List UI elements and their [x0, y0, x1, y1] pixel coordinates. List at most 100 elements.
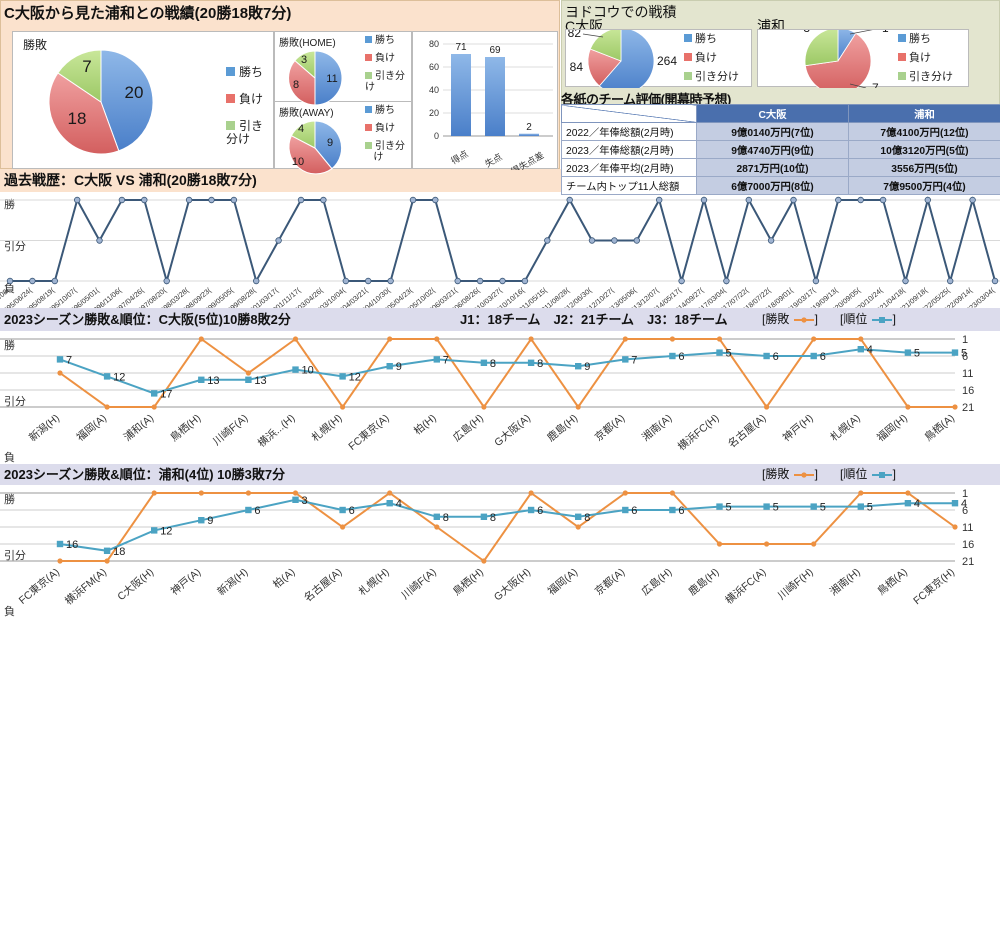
svg-text:5: 5 [914, 348, 920, 360]
svg-text:9: 9 [584, 361, 590, 373]
svg-text:6: 6 [631, 505, 637, 517]
svg-text:12: 12 [349, 371, 361, 383]
svg-text:6: 6 [349, 505, 355, 517]
svg-text:9: 9 [396, 361, 402, 373]
svg-text:横浜FC(H): 横浜FC(H) [675, 411, 721, 453]
svg-text:鳥栖(H): 鳥栖(H) [450, 565, 486, 598]
svg-text:21: 21 [962, 402, 974, 414]
svg-text:広島(H): 広島(H) [450, 411, 486, 444]
svg-text:FC東京(A): FC東京(A) [346, 411, 392, 452]
svg-text:17: 17 [160, 388, 172, 400]
svg-text:4: 4 [914, 498, 920, 510]
svg-text:1: 1 [962, 334, 968, 346]
svg-text:鳥栖(H): 鳥栖(H) [168, 411, 204, 444]
svg-text:G大阪(H): G大阪(H) [491, 565, 533, 603]
svg-text:8: 8 [537, 358, 543, 370]
svg-text:2: 2 [526, 122, 532, 133]
svg-text:5: 5 [726, 502, 732, 514]
svg-text:7: 7 [872, 81, 879, 88]
svg-text:16: 16 [962, 385, 974, 397]
svg-text:京都(A): 京都(A) [592, 411, 627, 443]
svg-text:札幌(H): 札幌(H) [356, 565, 392, 598]
svg-text:湘南(A): 湘南(A) [639, 411, 674, 443]
svg-text:8: 8 [293, 79, 299, 91]
svg-text:鳥栖(A): 鳥栖(A) [875, 565, 910, 597]
svg-text:8: 8 [490, 512, 496, 524]
svg-text:広島(H): 広島(H) [639, 565, 675, 598]
svg-text:得失点差: 得失点差 [509, 149, 546, 170]
svg-text:5: 5 [867, 502, 873, 514]
svg-text:10: 10 [302, 365, 314, 377]
svg-text:横浜FM(A): 横浜FM(A) [62, 565, 109, 607]
svg-text:8: 8 [584, 512, 590, 524]
svg-text:名古屋(A): 名古屋(A) [725, 411, 768, 450]
svg-text:G大阪(A): G大阪(A) [492, 411, 533, 449]
svg-text:福岡(H): 福岡(H) [874, 411, 910, 444]
svg-text:C大阪(H): C大阪(H) [115, 565, 156, 603]
svg-text:3: 3 [803, 30, 810, 35]
svg-text:川崎F(A): 川崎F(A) [210, 411, 250, 448]
svg-text:6: 6 [678, 351, 684, 363]
svg-text:浦和(A): 浦和(A) [121, 411, 156, 443]
svg-text:13: 13 [207, 375, 219, 387]
svg-text:横浜FC(A): 横浜FC(A) [723, 565, 769, 606]
svg-text:10: 10 [292, 156, 304, 168]
svg-text:神戸(A): 神戸(A) [168, 565, 203, 597]
svg-text:7: 7 [631, 354, 637, 366]
svg-text:福岡(A): 福岡(A) [545, 565, 580, 597]
svg-text:69: 69 [489, 45, 501, 56]
svg-text:60: 60 [429, 62, 439, 72]
svg-text:名古屋(A): 名古屋(A) [301, 565, 344, 604]
svg-text:40: 40 [429, 85, 439, 95]
svg-text:16: 16 [962, 539, 974, 551]
svg-text:川崎F(A): 川崎F(A) [399, 565, 439, 602]
svg-text:新潟(H): 新潟(H) [26, 411, 62, 444]
svg-text:3: 3 [301, 54, 307, 66]
svg-text:柏(A): 柏(A) [270, 565, 297, 591]
svg-text:84: 84 [570, 60, 584, 74]
svg-text:12: 12 [160, 525, 172, 537]
svg-text:82: 82 [568, 30, 582, 40]
svg-text:11: 11 [962, 368, 973, 380]
svg-text:柏(H): 柏(H) [411, 411, 439, 437]
svg-text:71: 71 [455, 42, 467, 53]
svg-text:6: 6 [537, 505, 543, 517]
svg-text:鳥栖(A): 鳥栖(A) [922, 411, 957, 443]
svg-text:7: 7 [66, 354, 72, 366]
svg-text:横浜...(H): 横浜...(H) [255, 411, 297, 449]
svg-text:7: 7 [82, 57, 91, 76]
svg-text:4: 4 [867, 344, 873, 356]
svg-text:8: 8 [443, 512, 449, 524]
svg-text:4: 4 [396, 498, 402, 510]
svg-text:京都(A): 京都(A) [592, 565, 627, 597]
svg-text:12: 12 [113, 371, 125, 383]
svg-text:11: 11 [326, 73, 337, 85]
svg-text:21: 21 [962, 556, 974, 568]
svg-text:札幌(H): 札幌(H) [309, 411, 345, 444]
svg-text:18: 18 [113, 546, 125, 558]
svg-text:札幌(A): 札幌(A) [828, 411, 863, 443]
svg-text:鹿島(H): 鹿島(H) [686, 565, 722, 598]
svg-text:福岡(A): 福岡(A) [74, 411, 109, 443]
svg-text:4: 4 [298, 123, 304, 135]
svg-text:5: 5 [820, 502, 826, 514]
svg-text:6: 6 [773, 351, 779, 363]
svg-text:5: 5 [726, 348, 732, 360]
svg-text:神戸(H): 神戸(H) [780, 411, 816, 444]
svg-text:13: 13 [254, 375, 266, 387]
svg-text:鹿島(H): 鹿島(H) [545, 411, 581, 444]
svg-text:9: 9 [327, 137, 333, 149]
svg-text:20: 20 [429, 108, 439, 118]
svg-text:9: 9 [207, 515, 213, 527]
svg-text:0: 0 [434, 131, 439, 141]
svg-text:得点: 得点 [449, 148, 470, 167]
svg-text:FC東京(A): FC東京(A) [16, 565, 62, 606]
svg-text:80: 80 [429, 39, 439, 49]
svg-text:6: 6 [678, 505, 684, 517]
svg-text:7: 7 [443, 354, 449, 366]
svg-text:6: 6 [254, 505, 260, 517]
svg-text:264: 264 [657, 54, 677, 68]
svg-text:6: 6 [820, 351, 826, 363]
svg-text:失点: 失点 [483, 151, 504, 170]
svg-text:1: 1 [882, 30, 889, 35]
